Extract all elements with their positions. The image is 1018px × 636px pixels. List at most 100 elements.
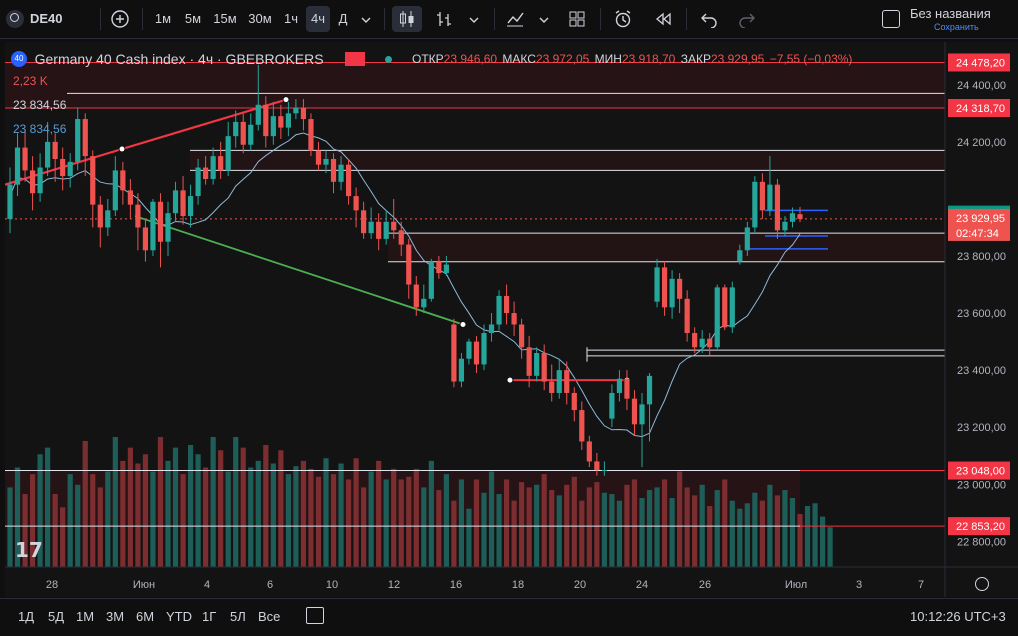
undo-button[interactable] bbox=[696, 6, 722, 32]
interval-dropdown-button[interactable] bbox=[356, 6, 376, 32]
price-label-box bbox=[948, 224, 1010, 241]
date-range-calendar-icon[interactable] bbox=[306, 607, 324, 624]
volume-bar bbox=[707, 505, 713, 567]
y-axis-tick-label: 23 200,00 bbox=[957, 422, 1006, 434]
interval-1-button[interactable]: 5м bbox=[184, 11, 202, 26]
range-7-button[interactable]: 5Л bbox=[230, 609, 246, 624]
candle-body bbox=[519, 324, 525, 348]
volume-bar bbox=[473, 479, 480, 567]
candle-body bbox=[586, 441, 592, 462]
range-6-button[interactable]: 1Г bbox=[202, 609, 217, 624]
bottom-toolbar: 1Д 5Д 1М 3М 6М YTD 1Г 5Л Все 10:12:26 UTC+3 bbox=[0, 598, 1018, 636]
candle-body bbox=[75, 119, 81, 162]
price-label-text: 24 478,20 bbox=[956, 57, 1005, 69]
chart-pane[interactable]: 24 400,00 24 200,00 23 800,00 23 600,00 23 4… bbox=[4, 42, 1018, 597]
series-title[interactable]: Germany 40 Cash index · 4ч · GBEBROKERS bbox=[34, 50, 324, 67]
replay-button[interactable] bbox=[650, 6, 676, 32]
compare-add-button[interactable] bbox=[108, 6, 132, 32]
volume-bar bbox=[804, 505, 811, 567]
volume-bar bbox=[511, 500, 517, 567]
trendline-anchor-point[interactable] bbox=[282, 96, 290, 104]
low-label: МИН bbox=[594, 52, 622, 66]
interval-0-button[interactable]: 1м bbox=[154, 11, 172, 26]
candle-body bbox=[436, 261, 442, 274]
clock-timezone[interactable]: 10:12:26 UTC+3 bbox=[910, 609, 1006, 624]
trendline-anchor-point[interactable] bbox=[506, 376, 514, 384]
range-5-button[interactable]: YTD bbox=[166, 609, 192, 624]
x-axis-tick-label: 10 bbox=[326, 579, 338, 591]
range-2-button[interactable]: 1М bbox=[76, 609, 95, 624]
layout-grid-button[interactable] bbox=[564, 6, 590, 32]
volume-bar bbox=[729, 500, 735, 567]
candles-chart-type-button[interactable] bbox=[392, 6, 422, 32]
volume-bar bbox=[263, 444, 269, 567]
range-4-button[interactable]: 6М bbox=[136, 609, 155, 624]
y-axis-tick-label: 22 800,00 bbox=[957, 536, 1006, 548]
candle-body bbox=[308, 119, 314, 151]
interval-4-button[interactable]: 1ч bbox=[283, 11, 298, 26]
candle-body bbox=[609, 392, 615, 419]
interval-3-button[interactable]: 30м bbox=[248, 11, 272, 26]
price-label-text: 23 929,95 bbox=[956, 213, 1005, 225]
candlestick-chart[interactable]: 24 400,00 24 200,00 23 800,00 23 600,00 23 4… bbox=[4, 42, 1018, 597]
candle-body bbox=[90, 156, 96, 205]
x-axis-tick-label: 26 bbox=[699, 579, 711, 591]
trendline-green[interactable] bbox=[134, 215, 464, 326]
save-status[interactable]: Сохранить bbox=[934, 22, 979, 32]
candle-body bbox=[112, 170, 118, 211]
candle-body bbox=[684, 298, 690, 334]
volume-bar bbox=[488, 471, 495, 567]
range-1-button[interactable]: 5Д bbox=[48, 609, 65, 624]
candle-body bbox=[127, 190, 133, 205]
layout-square-icon[interactable] bbox=[882, 10, 900, 28]
volume-bar bbox=[255, 460, 261, 567]
candle-body bbox=[624, 378, 630, 399]
x-axis-tick-label: 20 bbox=[574, 579, 586, 591]
alert-button[interactable] bbox=[610, 6, 636, 32]
volume-bar bbox=[519, 482, 525, 567]
volume-bar bbox=[142, 454, 149, 567]
candle-body bbox=[496, 295, 502, 325]
indicators-bars-button[interactable] bbox=[432, 6, 456, 32]
trendline-anchor-point[interactable] bbox=[118, 145, 126, 153]
range-0-button[interactable]: 1Д bbox=[18, 609, 35, 624]
chart-type-dropdown-button[interactable] bbox=[466, 6, 482, 32]
redo-button[interactable] bbox=[734, 6, 760, 32]
interval-2-button[interactable]: 15м bbox=[213, 11, 237, 26]
divider bbox=[142, 8, 143, 30]
indicators-dropdown-button[interactable] bbox=[536, 6, 552, 32]
symbol-search-button[interactable]: DE40 bbox=[30, 11, 63, 26]
candle-body bbox=[263, 104, 269, 137]
bars-icon bbox=[437, 12, 451, 26]
volume-bar bbox=[67, 474, 73, 567]
candle-body bbox=[172, 190, 179, 214]
x-axis-tick-label: 3 bbox=[856, 579, 862, 591]
candle-body bbox=[737, 250, 743, 262]
x-axis-tick-label: 12 bbox=[388, 579, 400, 591]
candle-body bbox=[534, 353, 540, 376]
layout-name[interactable]: Без названия bbox=[910, 6, 991, 21]
interval-5-button[interactable]: 4ч bbox=[306, 6, 330, 32]
range-8-button[interactable]: Все bbox=[258, 609, 281, 624]
resistance-zone bbox=[5, 62, 945, 109]
candle-body bbox=[225, 136, 231, 171]
moving-average-line bbox=[9, 132, 801, 438]
open-label: ОТКР bbox=[412, 52, 444, 66]
settings-gear-icon[interactable] bbox=[975, 577, 989, 591]
volume-bar bbox=[127, 447, 133, 567]
interval-6-button[interactable]: Д bbox=[338, 11, 348, 26]
volume-bar bbox=[526, 487, 532, 567]
volume-bar bbox=[601, 492, 607, 567]
volume-bar bbox=[233, 437, 239, 567]
top-toolbar: DE40 1м 5м 15м 30м 1ч 4ч Д Без названия Сохран… bbox=[0, 0, 1018, 39]
y-axis-tick-label: 23 400,00 bbox=[957, 365, 1006, 377]
volume-bar bbox=[45, 447, 51, 567]
candle-body bbox=[428, 261, 434, 299]
undo-icon bbox=[701, 13, 717, 29]
volume-bar bbox=[413, 468, 419, 567]
volume-bar bbox=[496, 494, 502, 567]
indicators-button[interactable] bbox=[502, 6, 528, 32]
candle-body bbox=[300, 107, 307, 120]
trendline-anchor-point[interactable] bbox=[459, 320, 467, 328]
range-3-button[interactable]: 3М bbox=[106, 609, 125, 624]
